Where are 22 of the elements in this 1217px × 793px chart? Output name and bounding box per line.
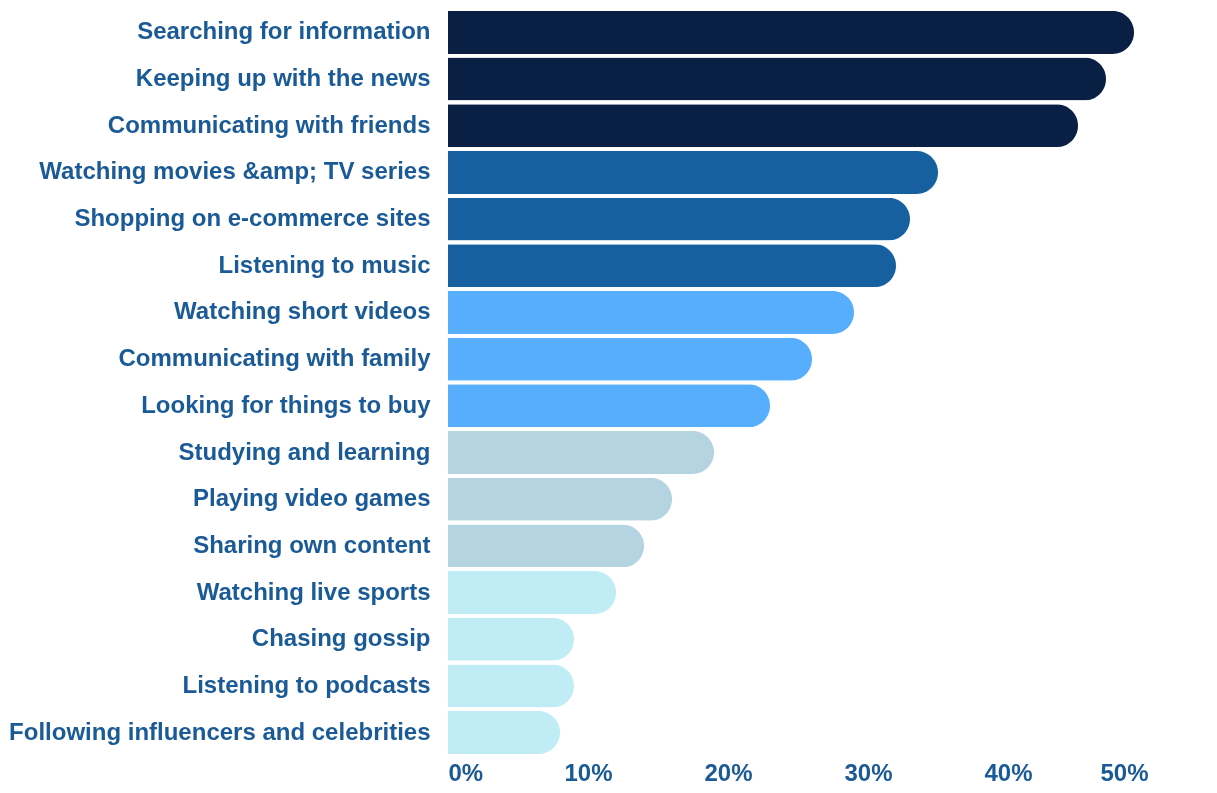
x-tick-label: 0% bbox=[448, 758, 484, 786]
y-tick-label: Chasing gossip bbox=[251, 624, 431, 652]
y-tick-label: Listening to music bbox=[218, 250, 431, 278]
x-tick-label: 10% bbox=[564, 758, 613, 786]
y-tick-label: Following influencers and celebrities bbox=[9, 717, 431, 745]
y-tick-label: Listening to podcasts bbox=[182, 670, 431, 698]
y-tick-label: Communicating with friends bbox=[107, 110, 431, 138]
y-tick-label: Keeping up with the news bbox=[135, 64, 431, 92]
y-tick-label: Watching live sports bbox=[196, 577, 431, 605]
y-tick-label: Shopping on e-commerce sites bbox=[74, 204, 431, 232]
y-tick-label: Sharing own content bbox=[193, 530, 431, 558]
y-tick-label: Looking for things to buy bbox=[141, 390, 432, 418]
y-tick-label: Searching for information bbox=[137, 17, 431, 45]
y-tick-label: Playing video games bbox=[193, 484, 431, 512]
x-tick-label: 20% bbox=[704, 758, 753, 786]
y-tick-label: Watching movies &amp; TV series bbox=[39, 157, 431, 185]
x-tick-label: 30% bbox=[844, 758, 893, 786]
y-tick-label: Watching short videos bbox=[174, 297, 431, 325]
x-tick-label: 50% bbox=[1100, 758, 1149, 786]
y-tick-label: Communicating with family bbox=[118, 344, 432, 372]
x-tick-label: 40% bbox=[984, 758, 1033, 786]
y-tick-label: Studying and learning bbox=[178, 437, 431, 465]
